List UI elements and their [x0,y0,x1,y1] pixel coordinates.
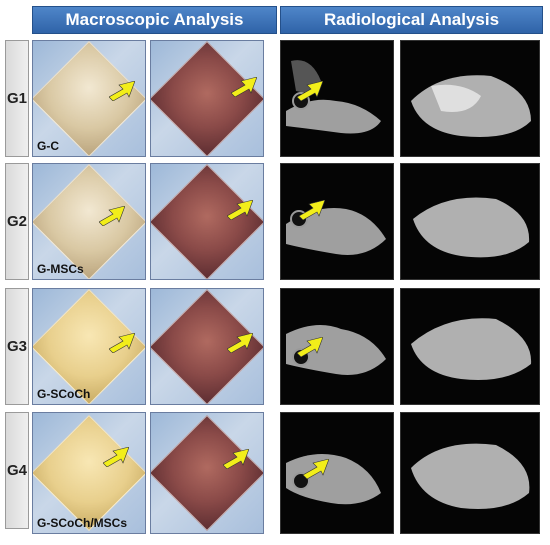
skull-xray-image [286,208,386,255]
group-caption-g2: G-MSCs [37,262,84,276]
macro-skin-panel-g4: G-SCoCh/MSCs [32,412,146,534]
macro-tissue-panel-g2 [150,163,264,280]
skull-xray-image [411,443,530,509]
xray-overview-panel-g2 [400,163,540,280]
group-label-g3: G3 [5,288,29,405]
skull-xray-image [411,318,532,380]
group-caption-g4: G-SCoCh/MSCs [37,516,127,530]
tissue-image [151,164,263,279]
group-label-g4: G4 [5,412,29,529]
tissue-image [151,41,263,156]
group-caption-g3: G-SCoCh [37,387,91,401]
skull-xray-image [411,75,531,137]
xray-overview-panel-g3 [400,288,540,405]
macro-tissue-panel-g4 [150,412,264,534]
skin-image [33,415,145,531]
xray-lateral-panel-g3 [280,288,394,405]
group-label-g2: G2 [5,163,29,280]
macro-skin-panel-g3: G-SCoCh [32,288,146,405]
macro-skin-panel-g2: G-MSCs [32,163,146,280]
macroscopic-analysis-header: Macroscopic Analysis [32,6,277,34]
xray-lateral-panel-g4 [280,412,394,534]
xray-overview-panel-g4 [400,412,540,534]
tissue-image [151,415,263,531]
group-label-g1: G1 [5,40,29,157]
group-caption-g1: G-C [37,139,59,153]
xray-lateral-panel-g1 [280,40,394,157]
macro-tissue-panel-g3 [150,288,264,405]
macro-skin-panel-g1: G-C [32,40,146,157]
skull-xray-image [286,454,381,505]
macro-tissue-panel-g1 [150,40,264,157]
radiological-analysis-header: Radiological Analysis [280,6,543,34]
xray-lateral-panel-g2 [280,163,394,280]
xray-overview-panel-g1 [400,40,540,157]
skull-xray-image [413,197,530,258]
